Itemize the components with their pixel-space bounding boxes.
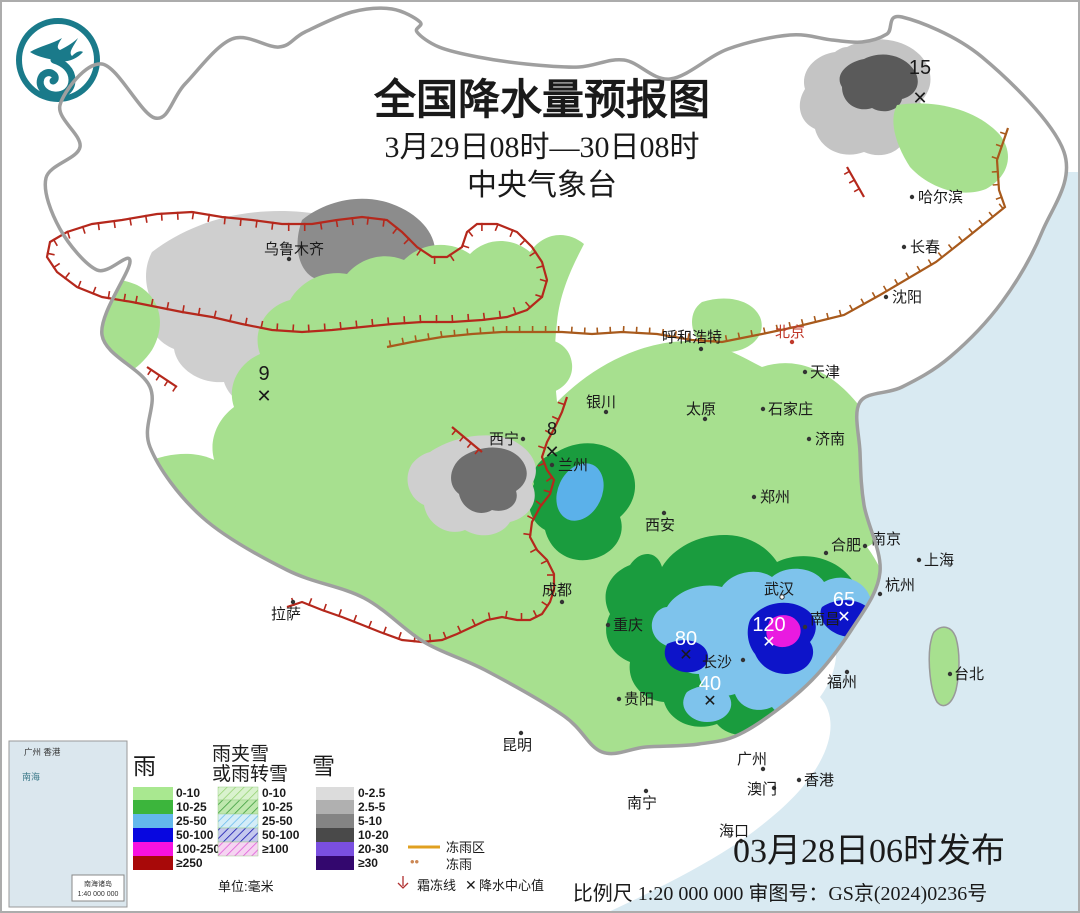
svg-text:10-25: 10-25	[262, 800, 293, 814]
svg-text:3月29日08时—30日08时: 3月29日08时—30日08时	[385, 131, 700, 164]
svg-text:✕: ✕	[837, 609, 850, 626]
svg-text:南海: 南海	[22, 771, 40, 782]
svg-text:5-10: 5-10	[358, 814, 382, 828]
svg-text:太原: 太原	[686, 401, 716, 418]
svg-text:乌鲁木齐: 乌鲁木齐	[264, 241, 324, 258]
svg-text:2.5-5: 2.5-5	[358, 800, 386, 814]
svg-text:澳门: 澳门	[747, 781, 777, 798]
svg-text:济南: 济南	[815, 431, 845, 448]
svg-text:40: 40	[699, 673, 721, 695]
svg-text:上海: 上海	[924, 552, 954, 569]
svg-text:霜冻线: 霜冻线	[417, 878, 456, 893]
svg-text:10-20: 10-20	[358, 828, 389, 842]
svg-text:武汉: 武汉	[764, 581, 794, 598]
svg-text:✕: ✕	[703, 693, 716, 710]
svg-text:重庆: 重庆	[613, 617, 643, 634]
svg-text:呼和浩特: 呼和浩特	[662, 329, 722, 346]
svg-text:沈阳: 沈阳	[892, 289, 922, 306]
svg-text:10-25: 10-25	[176, 800, 207, 814]
svg-text:20-30: 20-30	[358, 842, 389, 856]
svg-text:✕: ✕	[544, 442, 559, 462]
svg-text:50-100: 50-100	[262, 828, 300, 842]
svg-text:福州: 福州	[827, 674, 857, 691]
svg-text:南宁: 南宁	[627, 795, 657, 812]
svg-text:拉萨: 拉萨	[271, 606, 301, 623]
svg-text:25-50: 25-50	[176, 814, 207, 828]
svg-text:香港: 香港	[804, 772, 834, 789]
svg-text:0-10: 0-10	[262, 786, 286, 800]
svg-text:0-2.5: 0-2.5	[358, 786, 386, 800]
svg-text:03月28日06时发布: 03月28日06时发布	[733, 832, 1005, 870]
svg-text:≥100: ≥100	[262, 842, 289, 856]
svg-text:贵阳: 贵阳	[624, 691, 654, 708]
svg-text:杭州: 杭州	[885, 577, 915, 594]
svg-text:✕: ✕	[679, 647, 692, 664]
svg-text:✕: ✕	[465, 877, 477, 893]
svg-text:65: 65	[833, 589, 855, 611]
svg-text:✕: ✕	[256, 386, 271, 406]
svg-text:广州: 广州	[737, 751, 767, 768]
svg-text:0-10: 0-10	[176, 786, 200, 800]
svg-text:北京: 北京	[775, 324, 805, 341]
svg-text:长春: 长春	[910, 239, 940, 256]
svg-text:••: ••	[410, 854, 420, 869]
svg-text:15: 15	[909, 57, 931, 79]
svg-text:昆明: 昆明	[502, 737, 532, 754]
svg-text:南海诸岛: 南海诸岛	[84, 879, 112, 888]
svg-text:雨夹雪: 雨夹雪	[212, 743, 269, 765]
svg-text:9: 9	[258, 363, 269, 385]
svg-text:西安: 西安	[645, 517, 675, 534]
svg-text:比例尺 1:20 000 000 审图号：GS京(20: 比例尺 1:20 000 000 审图号：GS京(2024)0236号	[573, 882, 987, 905]
svg-text:≥250: ≥250	[176, 856, 203, 870]
svg-text:长沙: 长沙	[702, 654, 732, 671]
svg-text:雪: 雪	[312, 753, 335, 779]
svg-text:✕: ✕	[912, 88, 927, 108]
svg-text:郑州: 郑州	[760, 489, 790, 506]
svg-text:降水中心值: 降水中心值	[479, 878, 544, 893]
svg-text:哈尔滨: 哈尔滨	[918, 189, 963, 206]
svg-text:成都: 成都	[542, 582, 572, 599]
svg-text:兰州: 兰州	[558, 457, 588, 474]
svg-text:100-250: 100-250	[176, 842, 220, 856]
svg-text:南昌: 南昌	[810, 611, 840, 628]
svg-text:台北: 台北	[954, 666, 984, 683]
svg-text:≥30: ≥30	[358, 856, 378, 870]
svg-text:合肥: 合肥	[831, 537, 861, 554]
svg-text:单位:毫米: 单位:毫米	[218, 879, 274, 894]
svg-text:广州 香港: 广州 香港	[24, 747, 61, 757]
svg-text:25-50: 25-50	[262, 814, 293, 828]
svg-text:中央气象台: 中央气象台	[467, 169, 617, 202]
svg-text:1:40 000 000: 1:40 000 000	[78, 891, 119, 898]
svg-text:银川: 银川	[586, 394, 616, 411]
svg-text:西宁: 西宁	[489, 431, 519, 448]
svg-text:50-100: 50-100	[176, 828, 214, 842]
svg-text:✕: ✕	[762, 634, 775, 651]
svg-text:天津: 天津	[810, 364, 840, 381]
svg-text:全国降水量预报图: 全国降水量预报图	[373, 76, 710, 124]
svg-text:冻雨区: 冻雨区	[446, 840, 485, 855]
svg-text:120: 120	[752, 614, 785, 636]
svg-text:8: 8	[547, 419, 557, 439]
svg-text:冻雨: 冻雨	[446, 857, 472, 872]
svg-text:雨: 雨	[133, 753, 156, 779]
svg-text:或雨转雪: 或雨转雪	[212, 763, 288, 785]
svg-text:石家庄: 石家庄	[768, 400, 813, 418]
